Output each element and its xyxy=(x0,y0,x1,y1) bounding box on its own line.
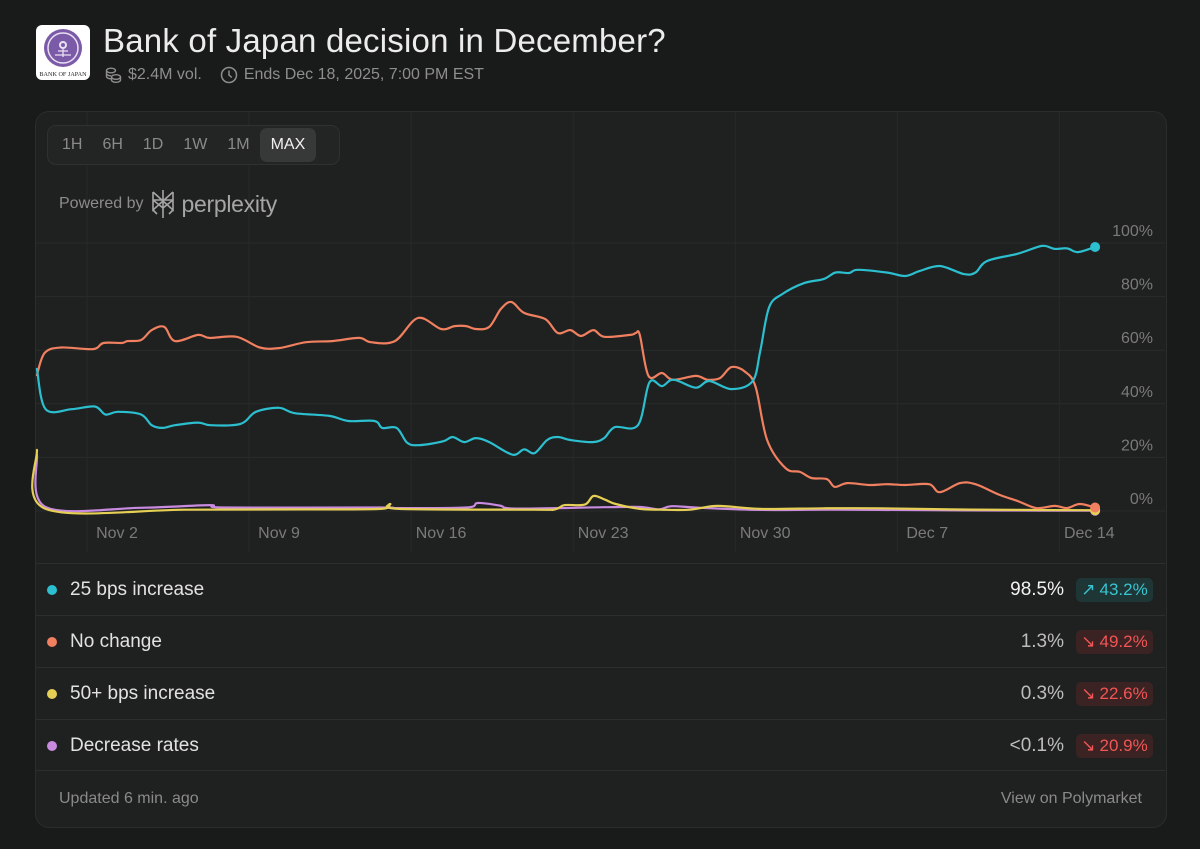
y-tick-label: 40% xyxy=(1121,384,1153,401)
arrow-down-right-icon: ↘ xyxy=(1081,631,1096,651)
change-badge: ↘ 49.2% xyxy=(1076,629,1153,654)
outcome-color-dot xyxy=(47,584,57,595)
y-tick-label: 0% xyxy=(1130,491,1153,508)
series-line xyxy=(31,448,1097,515)
y-tick-label: 20% xyxy=(1121,437,1153,454)
outcome-probability: 0.3% xyxy=(1020,682,1064,704)
time-range-tabs: 1H 6H 1D 1W 1M MAX xyxy=(47,125,340,165)
tab-6h[interactable]: 6H xyxy=(102,136,123,153)
outcome-probability: 1.3% xyxy=(1020,630,1064,652)
tab-1d[interactable]: 1D xyxy=(142,136,164,153)
outcome-color-dot xyxy=(47,688,57,699)
change-badge: ↗ 43.2% xyxy=(1076,577,1153,602)
outcome-probability: <0.1% xyxy=(1009,734,1064,756)
svg-text:BANK OF JAPAN: BANK OF JAPAN xyxy=(39,71,87,78)
series-line xyxy=(35,300,1097,510)
change-value: 22.6% xyxy=(1099,683,1148,703)
y-tick-label: 60% xyxy=(1121,330,1153,347)
market-meta: $2.4M vol. Ends Dec 18, 2025, 7:00 PM ES… xyxy=(104,66,484,84)
arrow-down-right-icon: ↘ xyxy=(1081,735,1096,755)
series-end-point xyxy=(1090,502,1101,513)
outcome-color-dot xyxy=(47,636,57,647)
tab-1h[interactable]: 1H xyxy=(62,136,83,153)
change-value: 20.9% xyxy=(1099,735,1148,755)
outcome-row[interactable]: No change 1.3% ↘ 49.2% xyxy=(36,615,1165,667)
tab-1w[interactable]: 1W xyxy=(183,136,208,153)
arrow-down-right-icon: ↘ xyxy=(1081,683,1096,703)
powered-by: Powered by perplexity xyxy=(59,189,277,219)
x-tick-label: Nov 23 xyxy=(578,525,629,542)
market-card xyxy=(35,111,1167,828)
perplexity-brand: perplexity xyxy=(181,190,278,217)
tab-1m[interactable]: 1M xyxy=(227,136,250,153)
x-tick-label: Nov 9 xyxy=(258,525,300,542)
series-end-point xyxy=(1090,242,1101,253)
tab-max[interactable]: MAX xyxy=(259,128,317,162)
x-tick-label: Nov 16 xyxy=(416,525,467,542)
arrow-up-right-icon: ↗ xyxy=(1081,579,1096,599)
y-tick-label: 80% xyxy=(1121,277,1153,294)
card-footer: Updated 6 min. ago View on Polymarket xyxy=(36,770,1165,827)
volume-text: $2.4M vol. xyxy=(128,66,202,83)
bank-of-japan-logo: BANK OF JAPAN xyxy=(36,25,90,80)
x-tick-label: Nov 2 xyxy=(96,525,138,542)
x-tick-label: Dec 14 xyxy=(1064,525,1115,542)
y-tick-label: 100% xyxy=(1112,223,1153,240)
page-title: Bank of Japan decision in December? xyxy=(103,22,666,59)
outcome-row[interactable]: Decrease rates <0.1% ↘ 20.9% xyxy=(36,719,1165,771)
series-line xyxy=(35,244,1097,456)
x-tick-label: Dec 7 xyxy=(906,525,948,542)
change-value: 43.2% xyxy=(1099,579,1148,599)
outcome-color-dot xyxy=(47,740,57,751)
powered-by-label: Powered by xyxy=(59,195,144,212)
perplexity-logo-icon xyxy=(151,190,174,218)
view-on-polymarket-link[interactable]: View on Polymarket xyxy=(1000,790,1142,807)
outcome-row[interactable]: 25 bps increase 98.5% ↗ 43.2% xyxy=(36,563,1165,615)
clock-icon xyxy=(220,66,238,84)
outcome-label: Decrease rates xyxy=(70,734,199,756)
change-value: 49.2% xyxy=(1099,631,1148,651)
series-line xyxy=(34,453,1097,513)
change-badge: ↘ 22.6% xyxy=(1076,681,1153,706)
coins-icon xyxy=(105,67,122,84)
updated-text: Updated 6 min. ago xyxy=(59,790,199,807)
x-tick-label: Nov 30 xyxy=(740,525,791,542)
outcome-probability: 98.5% xyxy=(1010,578,1064,600)
outcome-label: 50+ bps increase xyxy=(70,682,216,704)
end-date-text: Ends Dec 18, 2025, 7:00 PM EST xyxy=(243,66,484,83)
outcome-label: No change xyxy=(70,630,162,652)
outcome-row[interactable]: 50+ bps increase 0.3% ↘ 22.6% xyxy=(36,667,1165,719)
change-badge: ↘ 20.9% xyxy=(1076,733,1153,758)
outcome-label: 25 bps increase xyxy=(70,578,205,600)
